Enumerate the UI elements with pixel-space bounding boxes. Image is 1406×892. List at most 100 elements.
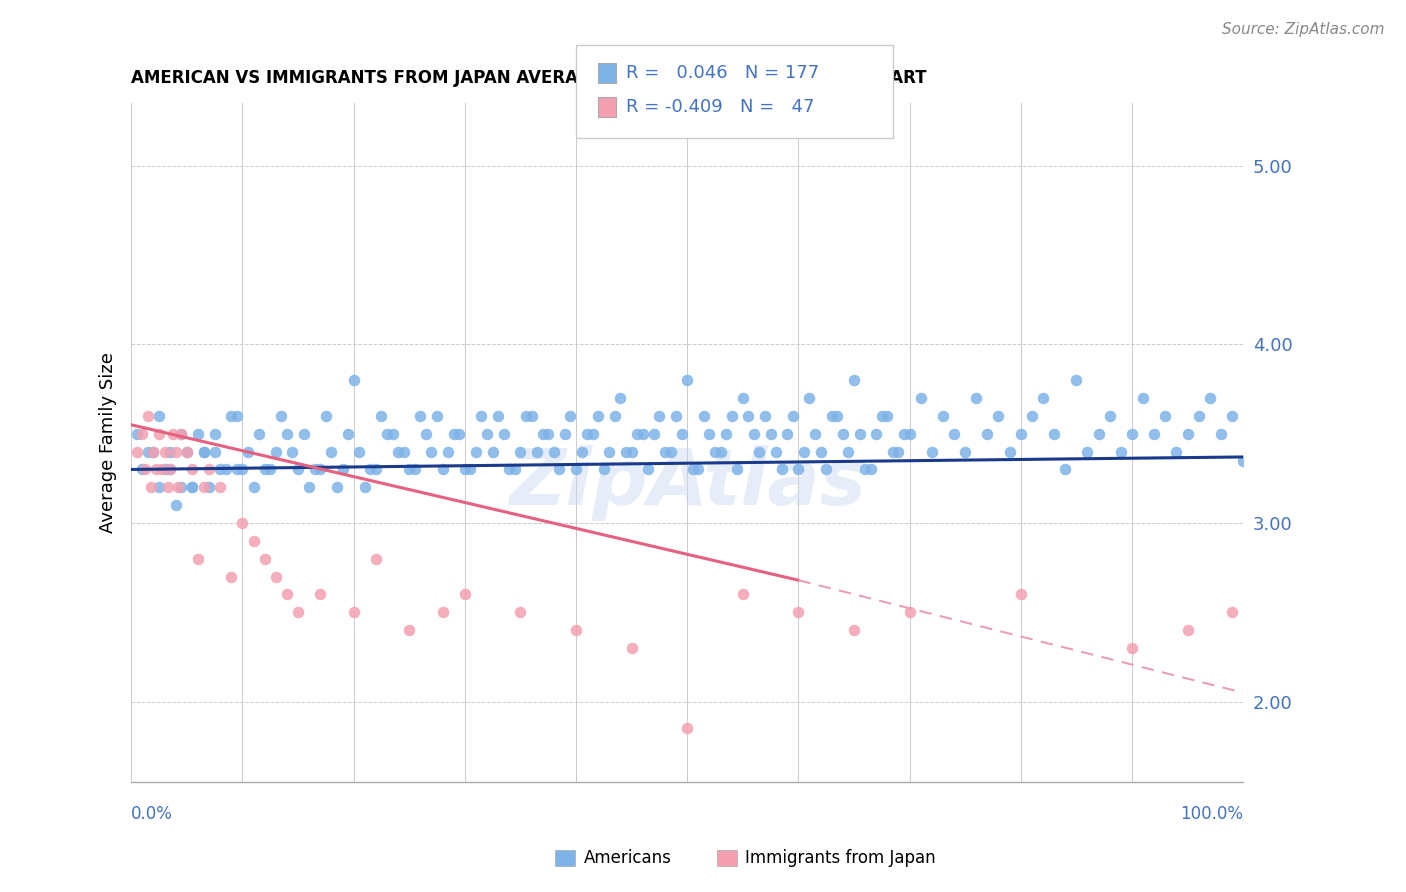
Point xyxy=(799,391,821,405)
Point xyxy=(898,426,921,441)
Point xyxy=(1066,373,1088,387)
Point xyxy=(609,391,631,405)
Point xyxy=(370,409,392,423)
Point xyxy=(492,426,515,441)
Point xyxy=(309,462,332,476)
Point xyxy=(676,373,699,387)
Point xyxy=(187,551,209,566)
Point xyxy=(193,480,215,494)
Point xyxy=(204,444,226,458)
Point xyxy=(387,444,409,458)
Point xyxy=(859,462,882,476)
Point xyxy=(842,623,865,637)
Point xyxy=(643,426,665,441)
Point xyxy=(998,444,1021,458)
Point xyxy=(181,480,204,494)
Point xyxy=(498,462,520,476)
Point xyxy=(714,426,737,441)
Point xyxy=(787,462,810,476)
Point xyxy=(1021,409,1043,423)
Point xyxy=(520,409,543,423)
Point xyxy=(1010,426,1032,441)
Point xyxy=(253,462,276,476)
Point xyxy=(603,409,626,423)
Point xyxy=(637,462,659,476)
Point xyxy=(671,426,693,441)
Point xyxy=(810,444,832,458)
Point xyxy=(304,462,326,476)
Point xyxy=(754,409,776,423)
Point xyxy=(565,623,588,637)
Point xyxy=(145,462,167,476)
Point xyxy=(148,409,170,423)
Point xyxy=(1121,426,1143,441)
Point xyxy=(765,444,787,458)
Point xyxy=(592,462,614,476)
Point xyxy=(176,444,198,458)
Text: AMERICAN VS IMMIGRANTS FROM JAPAN AVERAGE FAMILY SIZE CORRELATION CHART: AMERICAN VS IMMIGRANTS FROM JAPAN AVERAG… xyxy=(131,69,927,87)
Point xyxy=(1177,623,1199,637)
Point xyxy=(725,462,748,476)
Point xyxy=(582,426,605,441)
Point xyxy=(626,426,648,441)
Point xyxy=(460,462,482,476)
Point xyxy=(125,444,148,458)
Text: Source: ZipAtlas.com: Source: ZipAtlas.com xyxy=(1222,22,1385,37)
Point xyxy=(475,426,498,441)
Point xyxy=(437,444,460,458)
Point xyxy=(193,444,215,458)
Point xyxy=(353,480,375,494)
Point xyxy=(165,498,187,512)
Point xyxy=(247,426,270,441)
Point xyxy=(156,480,179,494)
Point xyxy=(209,480,232,494)
Point xyxy=(221,569,243,583)
Point xyxy=(571,444,593,458)
Point xyxy=(231,516,253,530)
Point xyxy=(470,409,492,423)
Point xyxy=(659,444,682,458)
Point xyxy=(598,444,620,458)
Point xyxy=(865,426,887,441)
Point xyxy=(1232,453,1254,467)
Point xyxy=(759,426,782,441)
Y-axis label: Average Family Size: Average Family Size xyxy=(100,352,117,533)
Point xyxy=(737,409,759,423)
Point xyxy=(204,426,226,441)
Point xyxy=(364,462,387,476)
Point xyxy=(153,444,176,458)
Point xyxy=(242,480,264,494)
Text: 0.0%: 0.0% xyxy=(131,805,173,823)
Point xyxy=(676,722,699,736)
Point xyxy=(181,480,204,494)
Point xyxy=(882,444,904,458)
Point xyxy=(131,462,153,476)
Point xyxy=(292,426,315,441)
Point xyxy=(337,426,360,441)
Point xyxy=(987,409,1010,423)
Point xyxy=(953,444,976,458)
Point xyxy=(343,373,366,387)
Point xyxy=(181,462,204,476)
Point xyxy=(415,426,437,441)
Point xyxy=(231,462,253,476)
Point xyxy=(648,409,671,423)
Point xyxy=(1209,426,1232,441)
Point xyxy=(509,444,531,458)
Point xyxy=(198,480,221,494)
Point xyxy=(148,480,170,494)
Point xyxy=(837,444,859,458)
Text: ZipAtlas: ZipAtlas xyxy=(509,445,866,522)
Point xyxy=(343,605,366,619)
Point xyxy=(409,409,432,423)
Point xyxy=(827,409,849,423)
Point xyxy=(848,426,870,441)
Point xyxy=(221,409,243,423)
Point xyxy=(932,409,955,423)
Point xyxy=(731,587,754,601)
Point xyxy=(398,462,420,476)
Point xyxy=(976,426,998,441)
Point xyxy=(209,462,232,476)
Text: R =   0.046   N = 177: R = 0.046 N = 177 xyxy=(626,64,818,82)
Point xyxy=(167,480,190,494)
